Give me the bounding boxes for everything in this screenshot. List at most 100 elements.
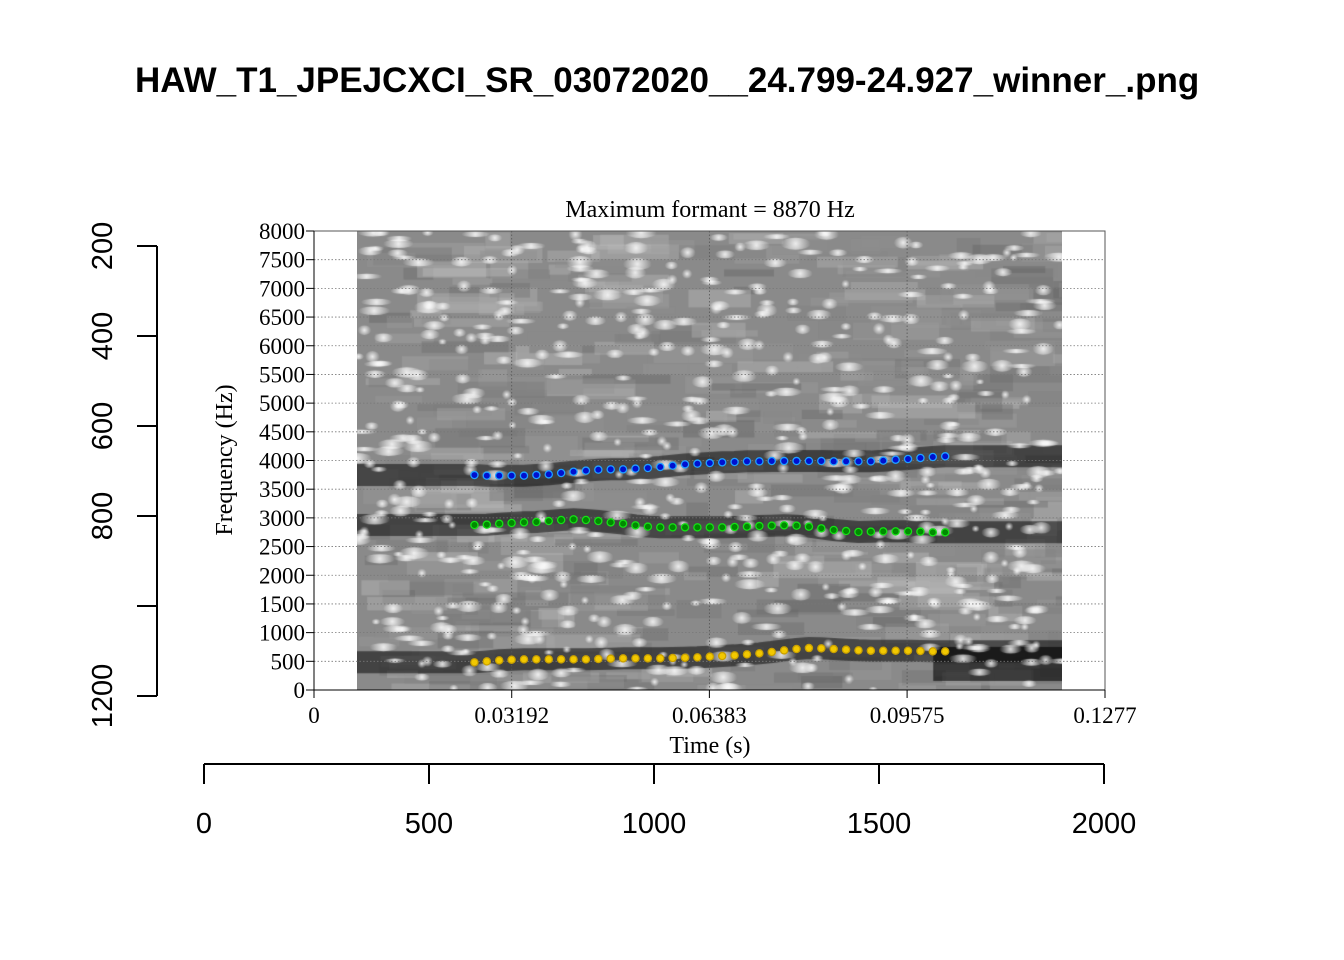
f1-point — [581, 655, 591, 664]
outer-bottom-tick-label: 2000 — [1072, 808, 1137, 840]
f1-point — [556, 655, 566, 664]
f2-point — [755, 521, 764, 531]
f2-point — [742, 522, 752, 531]
f2-point — [606, 518, 615, 527]
f1-point — [854, 646, 863, 655]
f3-point — [470, 470, 479, 480]
f2-point — [544, 516, 554, 526]
outer-left-tick-label: 400 — [87, 312, 119, 360]
f2-point — [556, 515, 566, 525]
f1-point — [656, 654, 665, 663]
f3-point — [767, 456, 777, 466]
f3-point — [891, 455, 900, 464]
f2-point — [841, 526, 851, 536]
x-axis: 0 0.03192 0.06383 0.09575 0.1277 — [308, 689, 1137, 728]
f1-point — [705, 652, 715, 661]
x-tick-label: 0.09575 — [870, 703, 945, 728]
y-tick-label: 1000 — [259, 621, 305, 646]
f3-point — [742, 457, 752, 466]
f3-point — [792, 456, 801, 466]
f1-point — [779, 646, 789, 655]
f3-point — [841, 457, 851, 466]
outer-bottom-tick-label: 1000 — [622, 808, 687, 840]
f3-point — [693, 459, 702, 468]
f3-point — [519, 471, 529, 480]
f1-point — [817, 644, 826, 653]
f1-point — [717, 651, 727, 661]
f2-point — [891, 527, 900, 536]
f2-point — [668, 523, 677, 532]
f1-point — [891, 646, 900, 655]
y-tick-label: 0 — [294, 678, 306, 703]
f3-point — [866, 457, 876, 466]
f3-point — [556, 468, 566, 478]
f3-point — [940, 452, 950, 461]
f1-point — [532, 655, 541, 664]
f3-point — [903, 454, 913, 464]
f1-point — [618, 654, 628, 663]
y-tick-label: 1500 — [259, 592, 305, 617]
f3-point — [544, 470, 554, 479]
f2-point — [693, 523, 702, 532]
f2-point — [903, 527, 913, 536]
y-tick-label: 7500 — [259, 248, 305, 273]
f1-point — [755, 649, 764, 658]
f2-point — [618, 519, 628, 528]
outer-bottom-tick-label: 0 — [196, 808, 212, 840]
f1-point — [494, 656, 504, 665]
x-axis-label: Time (s) — [669, 733, 750, 759]
f3-point — [717, 458, 727, 467]
y-tick-label: 4000 — [259, 449, 305, 474]
y-tick-label: 3500 — [259, 477, 305, 502]
f2-point — [519, 518, 529, 527]
y-tick-label: 8000 — [259, 219, 305, 244]
f3-point — [854, 457, 863, 466]
f1-point — [829, 644, 838, 654]
page-title: HAW_T1_JPEJCXCI_SR_03072020__24.799-24.9… — [135, 61, 1199, 100]
y-tick-label: 6500 — [259, 305, 305, 330]
f2-point — [494, 519, 504, 528]
f2-point — [928, 528, 938, 537]
y-tick-label: 7000 — [259, 276, 305, 301]
f2-point — [817, 524, 826, 533]
f3-point — [829, 457, 838, 466]
formant-points — [470, 452, 950, 667]
grid-lines — [314, 231, 1105, 690]
f3-point — [606, 465, 615, 474]
y-tick-label: 2000 — [259, 563, 305, 588]
f3-point — [631, 464, 640, 473]
f1-point — [507, 655, 516, 664]
f2-point — [507, 518, 516, 528]
f1-point — [594, 654, 603, 664]
f3-point — [581, 466, 591, 475]
f3-point — [928, 452, 938, 462]
outer-bottom-tick-label: 500 — [405, 808, 453, 840]
f2-point — [643, 522, 653, 531]
f3-point — [656, 462, 665, 472]
y-tick-label: 3000 — [259, 506, 305, 531]
y-tick-label: 5000 — [259, 391, 305, 416]
x-tick-label: 0.06383 — [672, 703, 747, 728]
f3-point — [705, 458, 715, 468]
x-tick-label: 0 — [308, 703, 320, 728]
f1-point — [693, 653, 702, 662]
y-axis: 0 500 1000 1500 2000 2500 3000 3500 4000 4500 5000… — [259, 219, 315, 703]
outer-left-axis: 200 400 600 800 1200 — [87, 222, 158, 728]
f1-point — [643, 654, 653, 663]
f1-point — [742, 650, 752, 659]
f2-point — [705, 523, 715, 532]
series-f1 — [470, 643, 950, 667]
f1-point — [841, 645, 851, 654]
series-f2 — [470, 515, 950, 537]
f2-point — [866, 527, 876, 536]
y-tick-label: 500 — [271, 649, 306, 674]
f1-point — [940, 647, 950, 656]
f2-point — [940, 528, 950, 537]
f3-point — [730, 457, 739, 467]
f1-point — [544, 655, 554, 664]
f2-point — [680, 523, 690, 532]
f1-point — [668, 653, 677, 663]
f3-point — [755, 457, 764, 466]
f2-point — [878, 527, 888, 536]
